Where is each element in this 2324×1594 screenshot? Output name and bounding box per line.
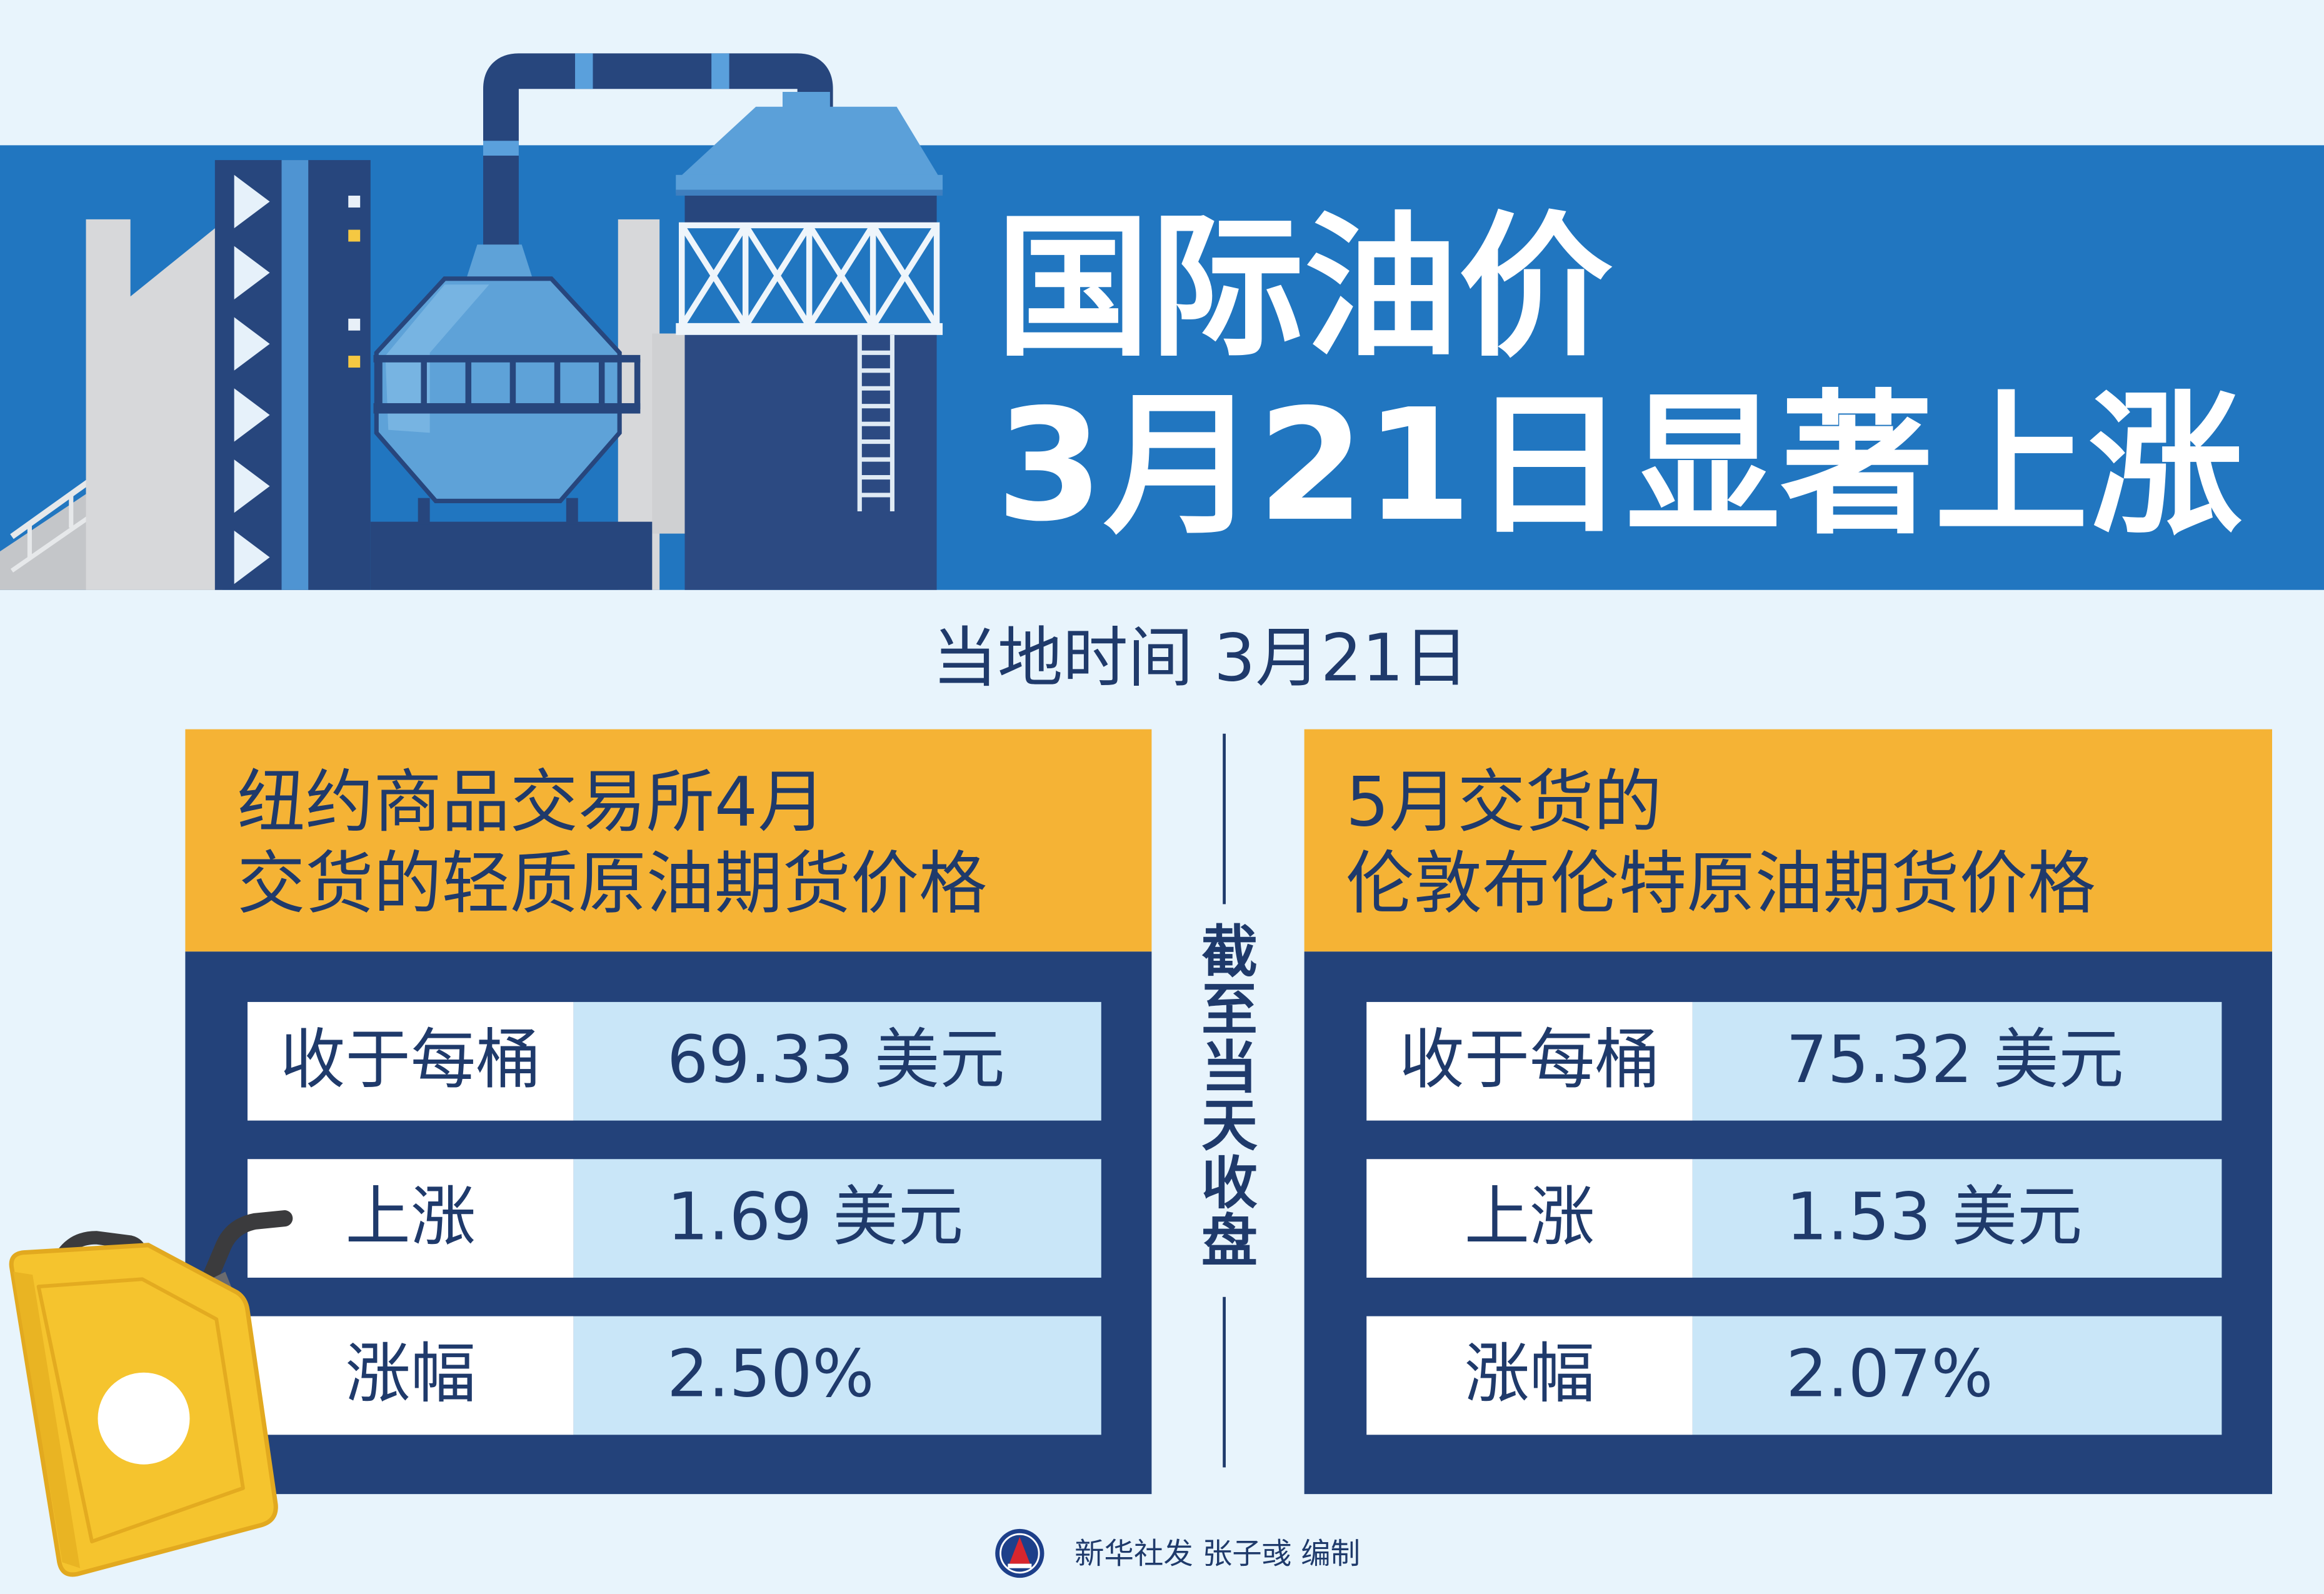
- jerry-can-icon: [9, 1210, 293, 1577]
- row-label: 上涨: [1366, 1159, 1693, 1278]
- card-header: 纽约商品交易所4月 交货的轻质原油期货价格: [185, 729, 1152, 952]
- row-value: 1.69 美元: [573, 1159, 1101, 1278]
- row-label: 涨幅: [247, 1316, 574, 1435]
- table-row: 上涨 1.69 美元: [247, 1159, 1101, 1278]
- table-row: 涨幅 2.07%: [1366, 1316, 2222, 1435]
- footer-credit: 新华社发 张子彧 编制: [1074, 1535, 1361, 1571]
- divider-label: 截至当天收盘: [1191, 921, 1257, 1269]
- right-building: [676, 92, 943, 590]
- page-title: 国际油价 3月21日显著上涨: [996, 199, 2242, 554]
- local-time-subtitle: 当地时间 3月21日: [932, 621, 1469, 697]
- overhead-pipe: [483, 53, 833, 297]
- card-header-line-1: 纽约商品交易所4月: [237, 761, 826, 842]
- row-value: 2.50%: [573, 1316, 1101, 1435]
- row-value: 2.07%: [1692, 1316, 2222, 1435]
- can-cap-circle: [98, 1372, 190, 1465]
- card-body: 收于每桶 69.33 美元 上涨 1.69 美元 涨幅 2.50%: [185, 951, 1152, 1495]
- row-value: 75.32 美元: [1692, 1001, 2222, 1121]
- card-header-line-2: 伦敦布伦特原油期货价格: [1346, 843, 2096, 924]
- wti-price-card: 纽约商品交易所4月 交货的轻质原油期货价格 收于每桶 69.33 美元 上涨 1…: [185, 729, 1152, 1495]
- title-line-1: 国际油价: [996, 197, 1613, 378]
- card-header-line-1: 5月交货的: [1346, 761, 1662, 842]
- ladder: [857, 334, 895, 512]
- tank-railing: [373, 354, 641, 414]
- oil-refinery-factory-icon: [0, 53, 943, 590]
- brent-price-card: 5月交货的 伦敦布伦特原油期货价格 收于每桶 75.32 美元 上涨 1.53 …: [1304, 729, 2273, 1495]
- table-row: 收于每桶 75.32 美元: [1366, 1001, 2222, 1121]
- divider-line-top: [1223, 733, 1226, 905]
- spherical-tank: [370, 244, 653, 590]
- row-value: 69.33 美元: [573, 1001, 1101, 1121]
- card-header: 5月交货的 伦敦布伦特原油期货价格: [1304, 729, 2273, 952]
- row-label: 收于每桶: [247, 1001, 574, 1121]
- row-label: 涨幅: [1366, 1316, 1693, 1435]
- title-line-2: 3月21日显著上涨: [996, 374, 2243, 556]
- table-row: 收于每桶 69.33 美元: [247, 1001, 1101, 1121]
- divider-line-bottom: [1223, 1296, 1226, 1468]
- row-label: 上涨: [247, 1159, 574, 1278]
- row-label: 收于每桶: [1366, 1001, 1693, 1121]
- xinhua-logo-icon: [995, 1528, 1044, 1578]
- table-row: 上涨 1.53 美元: [1366, 1159, 2222, 1278]
- row-value: 1.53 美元: [1692, 1159, 2222, 1278]
- card-body: 收于每桶 75.32 美元 上涨 1.53 美元 涨幅 2.07%: [1304, 951, 2273, 1495]
- table-row: 涨幅 2.50%: [247, 1316, 1101, 1435]
- card-header-line-2: 交货的轻质原油期货价格: [237, 843, 988, 924]
- left-tower: [214, 160, 371, 590]
